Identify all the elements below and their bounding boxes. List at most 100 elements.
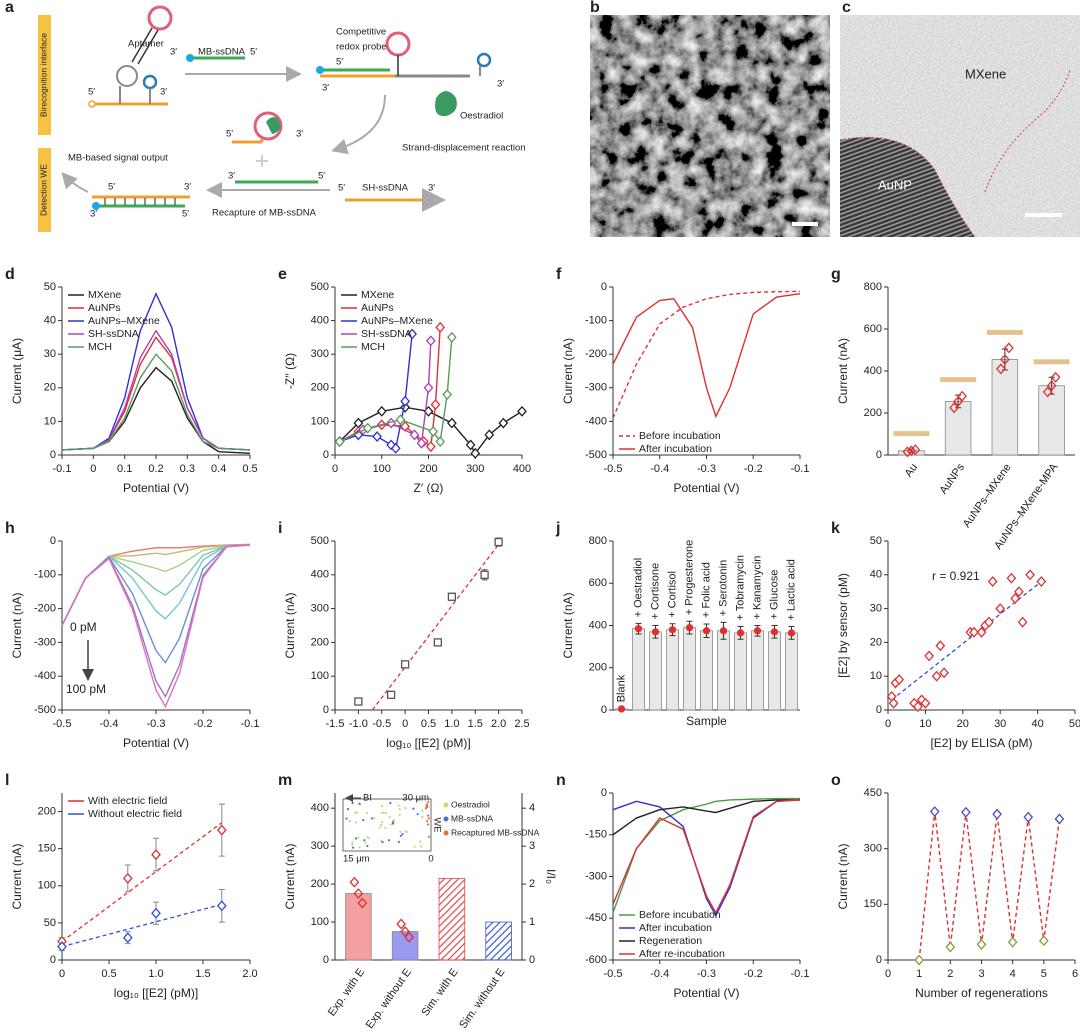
x-tick-label: -0.1 [53, 463, 72, 475]
marker [216, 824, 227, 836]
marker [992, 808, 1002, 820]
marker [151, 907, 161, 919]
y-tick-label: 50 [44, 917, 56, 929]
inset-particle [358, 846, 361, 849]
inset-label: 30 μm [402, 793, 429, 804]
mb-label [316, 66, 324, 74]
y-axis-label: Current (nA) [10, 843, 24, 909]
category-label: + Tobramycin [734, 555, 746, 621]
x-tick-label: -0.4 [650, 968, 669, 980]
bar [717, 630, 730, 711]
panel-label: c [842, 0, 851, 16]
inset-particle [378, 826, 381, 829]
marker [470, 447, 481, 459]
inset-particle [426, 814, 430, 817]
aunp-lattice [840, 137, 975, 237]
aptamer-loop [116, 65, 138, 87]
y-tick-label: 400 [311, 569, 329, 581]
marker [362, 422, 373, 434]
marker [442, 389, 453, 400]
y2-tick-label: 0 [529, 954, 535, 966]
y-tick-label: 400 [311, 802, 329, 814]
legend-label: Before incubation [639, 430, 721, 442]
y-axis-label: Current (nA) [561, 592, 575, 658]
marker [494, 537, 503, 547]
marker [122, 932, 133, 944]
boundary [984, 69, 1071, 193]
marker [396, 918, 406, 930]
inset-frame [342, 798, 432, 852]
marker [390, 442, 401, 454]
marker [685, 623, 694, 632]
annotation: r = 0.921 [932, 569, 980, 583]
inset-legend-dot [443, 830, 449, 836]
bar [734, 632, 747, 711]
marker [939, 667, 949, 679]
marker [122, 872, 133, 884]
bar [683, 627, 696, 711]
legend-label: After re-incubation [639, 948, 725, 960]
y-tick-label: 150 [864, 898, 882, 910]
fit-line [371, 543, 500, 711]
x-tick-label: 0 [90, 463, 96, 475]
marker [651, 628, 660, 636]
inset-particle [354, 821, 357, 824]
bar [649, 631, 662, 711]
inset-particle [366, 844, 369, 848]
bar [632, 628, 645, 711]
marker [949, 402, 959, 414]
marker [151, 849, 161, 861]
marker [372, 431, 382, 442]
y-tick-label: 30 [870, 603, 882, 615]
y-tick-label: 300 [311, 348, 329, 360]
panel-label: j [555, 520, 560, 537]
inset-particle [401, 832, 404, 836]
y-tick-label: 10 [44, 415, 56, 427]
legend-label: MXene [88, 289, 121, 301]
y-axis-label: [E2] by sensor (pM) [836, 573, 850, 678]
schematic-label: MB-ssDNA [198, 47, 246, 58]
x-tick-label: -1.0 [349, 718, 368, 730]
marker [1017, 616, 1028, 628]
marker [1046, 380, 1057, 392]
inset-particle [404, 806, 407, 810]
marker [334, 436, 345, 448]
y-tick-label: 300 [311, 603, 329, 615]
aptamer-loop [147, 5, 173, 31]
legend-label: MXene [361, 289, 394, 301]
x-tick-label: 1 [916, 968, 922, 980]
inset-particle [419, 840, 422, 843]
category-label: + Serotonin [717, 560, 729, 617]
inset-particle [397, 804, 400, 807]
y-tick-label: 800 [589, 535, 607, 547]
legend-label: SH-ssDNA [361, 328, 412, 340]
boundary [839, 136, 976, 238]
marker [945, 941, 956, 953]
panel-label: e [278, 266, 287, 283]
category-label: + Kanamycin [751, 556, 763, 620]
y-tick-label: 100 [311, 670, 329, 682]
legend-label: AuNPs [88, 302, 121, 314]
x-tick-label: 2.0 [491, 718, 506, 730]
schematic-label: 3′ [170, 47, 177, 58]
y-tick-label: 600 [589, 577, 607, 589]
x-tick-label: 2 [947, 968, 953, 980]
marker [976, 938, 987, 950]
oestradiol [435, 91, 457, 117]
marker [902, 446, 913, 458]
inset-particle [416, 813, 419, 816]
bar [1038, 385, 1065, 456]
x-axis-label: Z′ (Ω) [414, 481, 444, 495]
y-tick-label: 150 [38, 843, 56, 855]
y-tick-label: 200 [311, 636, 329, 648]
y-tick-label: -450 [585, 912, 607, 924]
x-tick-label: 1.5 [195, 968, 210, 980]
schematic-label: 5′ [250, 47, 257, 58]
inset-legend-label: MB-ssDNA [451, 813, 493, 823]
inset-particle [345, 817, 348, 820]
y-tick-label: 100 [38, 880, 56, 892]
bar [485, 921, 512, 961]
y-tick-label: 0 [876, 954, 882, 966]
y-tick-label: 0 [50, 449, 56, 461]
y-tick-label: -100 [34, 569, 56, 581]
